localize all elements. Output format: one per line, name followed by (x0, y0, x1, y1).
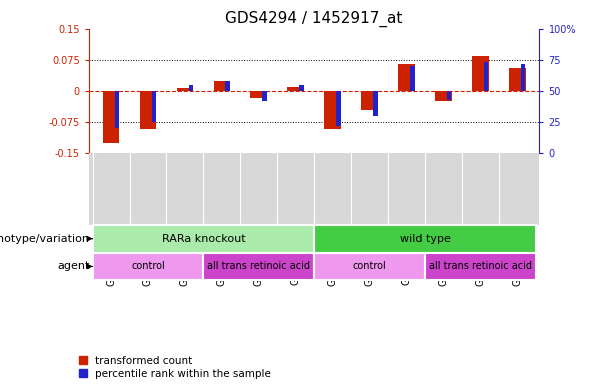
Bar (115, 91, 119, 128)
Title: GDS4294 / 1452917_at: GDS4294 / 1452917_at (226, 11, 403, 27)
Text: agent: agent (57, 262, 89, 271)
Bar (151, 91, 156, 122)
Bar (251, 91, 267, 98)
Bar (435, 91, 452, 101)
Bar (314, 253, 425, 280)
Bar (410, 66, 414, 91)
Bar (299, 84, 303, 91)
Bar (509, 68, 525, 91)
Bar (93, 225, 314, 253)
Text: genotype/variation: genotype/variation (0, 234, 89, 244)
Bar (521, 64, 525, 91)
Bar (189, 84, 193, 91)
Legend: transformed count, percentile rank within the sample: transformed count, percentile rank withi… (78, 356, 272, 379)
Text: all trans retinoic acid: all trans retinoic acid (207, 262, 310, 271)
Bar (262, 91, 267, 101)
Text: wild type: wild type (400, 234, 451, 244)
Text: all trans retinoic acid: all trans retinoic acid (429, 262, 532, 271)
Bar (361, 91, 378, 110)
Text: RARa knockout: RARa knockout (162, 234, 245, 244)
Bar (425, 253, 536, 280)
Bar (472, 56, 489, 91)
Text: control: control (352, 262, 386, 271)
Bar (484, 62, 489, 91)
Bar (287, 87, 304, 91)
Bar (373, 91, 378, 116)
Bar (226, 81, 230, 91)
Bar (103, 91, 120, 142)
Bar (140, 91, 156, 129)
Bar (204, 253, 314, 280)
Text: control: control (131, 262, 165, 271)
Bar (177, 88, 193, 91)
Bar (314, 225, 536, 253)
Bar (324, 91, 341, 129)
Bar (447, 91, 451, 99)
Bar (336, 91, 341, 126)
Bar (398, 64, 415, 91)
Bar (213, 81, 230, 91)
Bar (93, 253, 204, 280)
